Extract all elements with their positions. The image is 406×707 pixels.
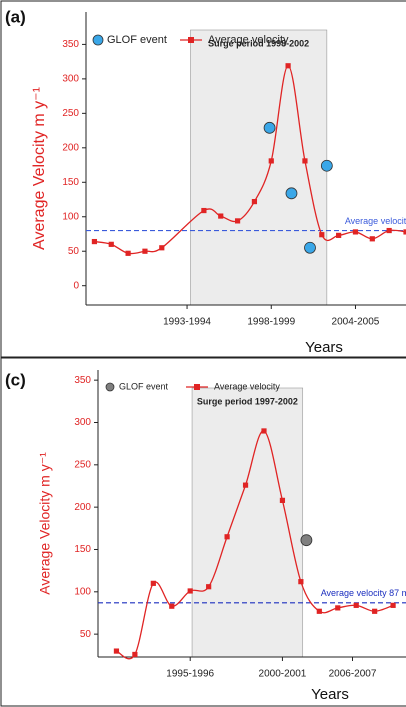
data-point — [150, 580, 156, 586]
panel: Surge period 1997-2002 50 100 150 200 250 300 3… — [5, 370, 406, 703]
data-point — [353, 602, 359, 608]
x-tick-label: 1998-1999 — [247, 317, 295, 328]
data-point — [125, 250, 131, 256]
y-tick-label: 200 — [74, 502, 91, 513]
shade-label: Surge period 1997-2002 — [197, 396, 298, 406]
legend-label: Average velocity — [214, 381, 280, 391]
data-point — [302, 158, 308, 164]
x-axis-title: Years — [311, 686, 349, 703]
data-point — [218, 213, 224, 219]
reference-label: Average velocity — [345, 216, 406, 226]
data-point — [285, 187, 298, 200]
x-tick-label: 2000-2001 — [259, 669, 307, 680]
data-point — [372, 608, 378, 614]
data-point — [268, 158, 274, 164]
legend-marker — [105, 382, 115, 392]
x-tick-label: 1993-1994 — [163, 317, 211, 328]
y-tick-label: 200 — [62, 142, 79, 153]
data-point — [352, 229, 359, 235]
data-point — [224, 534, 230, 540]
data-point — [386, 227, 392, 234]
data-point — [335, 605, 341, 611]
x-tick-label: 1995-1996 — [166, 669, 214, 680]
data-point — [336, 232, 342, 238]
reference-label: Average velocity 87 m y⁻¹ — [321, 588, 406, 598]
series-line — [116, 430, 394, 660]
data-point — [201, 207, 207, 214]
data-point — [142, 248, 148, 254]
y-tick-label: 100 — [74, 586, 91, 597]
data-point — [403, 229, 406, 235]
y-tick-label: 150 — [74, 544, 91, 555]
data-point — [169, 603, 175, 609]
y-tick-label: 50 — [80, 629, 92, 640]
surge-shade — [190, 29, 328, 306]
y-tick-label: 350 — [62, 39, 79, 50]
data-point — [206, 584, 212, 590]
data-point — [319, 232, 325, 238]
data-point — [132, 651, 138, 658]
y-axis-title: Average Velocity m y⁻¹ — [37, 452, 53, 595]
legend-label: GLOF event — [119, 381, 169, 391]
x-tick-label: 2004-2005 — [332, 317, 380, 328]
data-point — [285, 63, 291, 69]
y-tick-label: 250 — [74, 459, 91, 470]
data-point — [251, 198, 258, 205]
data-point — [261, 428, 267, 434]
x-axis-title: Years — [305, 339, 343, 356]
data-point — [279, 497, 286, 503]
data-point — [242, 482, 249, 488]
legend-label: GLOF event — [107, 34, 167, 46]
legend-label: Average velocity — [208, 34, 289, 46]
y-tick-label: 100 — [62, 211, 79, 222]
data-point — [91, 238, 98, 245]
data-point — [113, 648, 120, 654]
data-point — [390, 602, 396, 608]
y-tick-label: 0 — [73, 280, 79, 291]
data-point — [187, 588, 193, 594]
data-point — [234, 218, 241, 224]
y-tick-label: 150 — [62, 177, 79, 188]
y-axis-title: Average Velocity m y⁻¹ — [31, 87, 48, 250]
y-tick-label: 250 — [62, 108, 79, 119]
y-tick-label: 300 — [62, 74, 79, 85]
panel: Surge period 1998-2002 0 50 100 150 200 250 300… — [5, 7, 406, 356]
x-tick-label: 2006-2007 — [329, 669, 377, 680]
surge-shade — [191, 387, 304, 658]
legend-marker — [194, 384, 200, 390]
data-point — [159, 245, 165, 251]
panel-label: (a) — [5, 7, 26, 26]
data-point — [304, 241, 316, 254]
data-point — [108, 241, 114, 247]
shade-label: Surge period 1998-2002 — [208, 38, 309, 48]
y-tick-label: 300 — [74, 417, 91, 428]
data-point — [263, 121, 276, 134]
data-point — [298, 579, 304, 585]
legend-marker — [188, 37, 194, 43]
panel-frame — [0, 0, 406, 358]
y-tick-label: 350 — [74, 375, 91, 386]
data-point — [316, 608, 322, 614]
panel-frame — [0, 357, 406, 707]
data-point — [300, 534, 313, 547]
data-point — [320, 159, 333, 172]
data-point — [369, 236, 375, 242]
panel-label: (c) — [5, 370, 26, 389]
legend-marker — [92, 34, 104, 46]
y-tick-label: 50 — [68, 246, 80, 257]
